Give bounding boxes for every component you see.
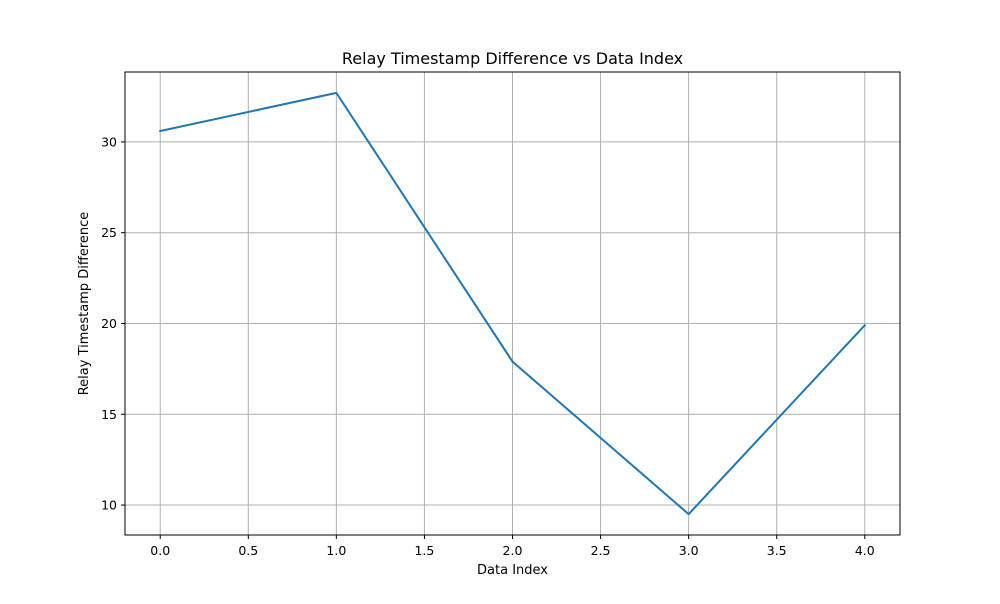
- grid: [125, 72, 900, 535]
- x-tick-label: 3.0: [679, 543, 699, 558]
- x-axis-label: Data Index: [477, 563, 548, 578]
- series-line: [159, 91, 867, 516]
- x-tick-label: 2.0: [503, 543, 523, 558]
- y-tick-label: 20: [101, 316, 117, 331]
- x-tick-label: 3.5: [767, 543, 787, 558]
- y-tick-label: 10: [101, 498, 117, 513]
- x-tick-label: 0.0: [150, 543, 170, 558]
- x-tick-label: 1.5: [414, 543, 434, 558]
- y-axis-label: Relay Timestamp Difference: [77, 212, 92, 396]
- y-tick-label: 25: [101, 225, 117, 240]
- y-tick-label: 30: [101, 134, 117, 149]
- x-tick-label: 1.0: [326, 543, 346, 558]
- series-layer: [159, 91, 867, 516]
- x-tick-label: 0.5: [238, 543, 258, 558]
- y-tick-label: 15: [101, 407, 117, 422]
- x-tick-label: 2.5: [591, 543, 611, 558]
- x-tick-label: 4.0: [855, 543, 875, 558]
- ticks: 0.0 0.5 1.0 1.5 2.0 2.5 3.0 3.5 4.0 10 15 20 25 30: [101, 134, 875, 558]
- chart-title: Relay Timestamp Difference vs Data Index: [342, 49, 683, 68]
